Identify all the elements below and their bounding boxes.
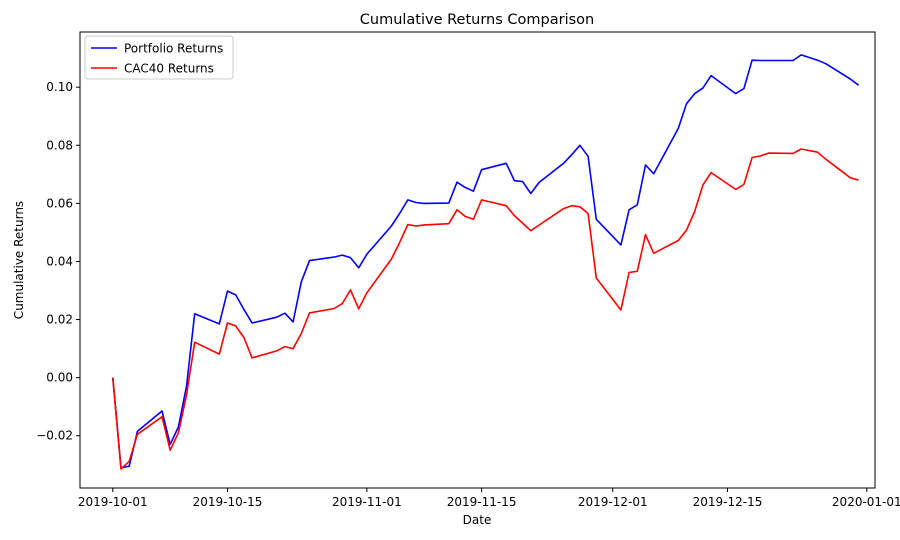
y-axis-label: Cumulative Returns <box>12 201 26 319</box>
y-tick-label: 0.04 <box>46 254 73 268</box>
y-tick-label: 0.10 <box>46 80 73 94</box>
x-tick-label: 2019-10-15 <box>193 495 263 509</box>
y-tick-label: 0.02 <box>46 313 73 327</box>
x-tick-label: 2019-10-01 <box>78 495 148 509</box>
legend-label-portfolio: Portfolio Returns <box>124 42 223 56</box>
chart-title: Cumulative Returns Comparison <box>360 12 594 28</box>
series-lines <box>112 54 860 470</box>
x-tick-label: 2019-12-01 <box>578 495 648 509</box>
legend-label-cac40: CAC40 Returns <box>124 62 214 76</box>
x-axis-label: Date <box>463 513 492 527</box>
portfolio-returns-line <box>112 54 860 469</box>
legend-box <box>84 35 234 80</box>
y-tick-label: 0.06 <box>46 196 73 210</box>
x-tick-label: 2019-11-01 <box>332 495 402 509</box>
axis-ticks: 2019-10-01 2019-10-15 2019-11-01 2019-11-15… <box>36 80 900 509</box>
cac40-returns-line <box>112 148 859 470</box>
legend: Portfolio Returns CAC40 Returns <box>84 35 234 80</box>
y-tick-label: 0.08 <box>46 138 73 152</box>
x-tick-label: 2020-01-01 <box>832 495 900 509</box>
x-tick-label: 2019-12-15 <box>693 495 763 509</box>
x-tick-label: 2019-11-15 <box>447 495 517 509</box>
y-tick-label: −0.02 <box>36 429 73 443</box>
y-tick-label: 0.00 <box>46 371 73 385</box>
plot-frame <box>79 31 876 489</box>
